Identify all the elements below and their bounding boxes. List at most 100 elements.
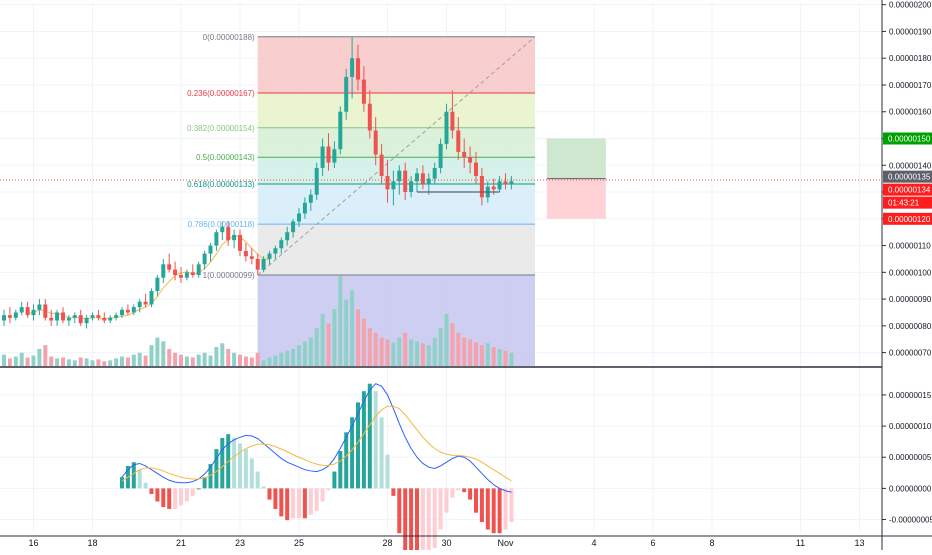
candle-body bbox=[426, 178, 431, 184]
candle-body bbox=[155, 277, 160, 292]
macd-histogram-bar bbox=[184, 488, 189, 502]
macd-histogram-bar bbox=[202, 477, 207, 489]
macd-histogram-bar bbox=[503, 488, 508, 530]
macd-histogram-bar bbox=[373, 391, 378, 489]
macd-histogram-bar bbox=[255, 471, 260, 489]
volume-bar bbox=[279, 352, 284, 366]
candle-body bbox=[308, 194, 313, 203]
candle-body bbox=[267, 253, 272, 259]
candle-body bbox=[444, 111, 449, 144]
time-axis: 16 18 21 23 25 28 30 Nov 4 6 8 11 13 bbox=[28, 538, 864, 548]
candle-body bbox=[238, 234, 242, 251]
volume-bar bbox=[291, 348, 296, 366]
time-axis-label: 6 bbox=[650, 538, 655, 548]
macd-histogram-bar bbox=[261, 486, 266, 489]
time-axis-label: 16 bbox=[28, 538, 38, 548]
macd-histogram-bar bbox=[397, 488, 402, 534]
volume-bar bbox=[367, 328, 372, 366]
fib-level-label: 0.5(0.00000143) bbox=[196, 153, 255, 162]
candle-body bbox=[114, 315, 119, 318]
volume-bar bbox=[332, 309, 337, 366]
time-axis-label: 23 bbox=[235, 538, 245, 548]
volume-bar bbox=[255, 352, 260, 366]
macd-line bbox=[121, 383, 512, 493]
candle-body bbox=[403, 170, 408, 193]
current-price-tag-bg bbox=[883, 183, 932, 196]
candle-body bbox=[149, 291, 154, 305]
volume-bar bbox=[326, 323, 331, 366]
candle-body bbox=[137, 301, 142, 308]
countdown-tag-bg bbox=[883, 196, 932, 209]
macd-histogram-bar bbox=[474, 488, 478, 513]
volume-bar bbox=[49, 356, 54, 366]
candle-body bbox=[243, 250, 248, 257]
candle-body bbox=[332, 149, 337, 163]
macd-histogram-bar bbox=[409, 488, 414, 555]
volume-bar bbox=[102, 361, 107, 366]
candle-body bbox=[379, 154, 384, 176]
candle-body bbox=[255, 258, 260, 270]
volume-bar bbox=[503, 350, 508, 366]
macd-histogram-bar bbox=[361, 391, 366, 489]
candle-body bbox=[7, 315, 12, 318]
fib-zone bbox=[257, 93, 535, 128]
volume-bar bbox=[61, 357, 65, 366]
position-profit-zone bbox=[546, 138, 606, 179]
volume-bar bbox=[297, 345, 301, 366]
volume-bar bbox=[432, 337, 437, 366]
candle-body bbox=[19, 307, 24, 313]
macd-histogram-bar bbox=[238, 443, 242, 489]
candle-body bbox=[66, 317, 71, 321]
fib-level-label: 0.618(0.00000133) bbox=[187, 180, 255, 189]
volume-bar bbox=[202, 352, 207, 366]
macd-histogram-bar bbox=[143, 482, 148, 489]
volume-bar bbox=[161, 341, 166, 366]
candle-body bbox=[96, 315, 101, 318]
volume-bar bbox=[220, 343, 225, 366]
candle-body bbox=[261, 258, 266, 270]
candle-body bbox=[491, 186, 496, 190]
stop-tag-bg bbox=[883, 212, 932, 225]
candle-body bbox=[196, 264, 201, 275]
price-axis-bg bbox=[882, 0, 932, 550]
volume-bar bbox=[438, 328, 443, 366]
macd-histogram-bar bbox=[297, 488, 301, 519]
candle-body bbox=[468, 157, 473, 163]
candle-body bbox=[167, 264, 172, 270]
candle-body bbox=[220, 226, 225, 233]
candle-body bbox=[391, 181, 396, 190]
price-tick-label: 0.00000140 bbox=[889, 161, 932, 170]
volume-bar bbox=[450, 323, 455, 366]
time-axis-label: 13 bbox=[854, 538, 864, 548]
volume-bar bbox=[420, 343, 425, 366]
candle-body bbox=[55, 312, 60, 321]
volume-bar bbox=[238, 354, 242, 366]
volume-bars bbox=[2, 276, 514, 366]
candle-body bbox=[143, 301, 148, 305]
fib-level-label: 0(0.00000188) bbox=[203, 33, 255, 42]
volume-bar bbox=[96, 359, 101, 366]
volume-bar bbox=[385, 339, 390, 366]
macd-histogram-bar bbox=[350, 417, 355, 489]
candle-body bbox=[90, 315, 95, 318]
volume-bar bbox=[497, 348, 502, 366]
time-axis-label: 8 bbox=[709, 538, 714, 548]
macd-histogram-bar bbox=[326, 488, 331, 491]
macd-histogram-bar bbox=[149, 488, 154, 494]
candle-body bbox=[373, 130, 378, 155]
time-axis-label: 18 bbox=[87, 538, 97, 548]
candle-body bbox=[320, 146, 325, 168]
candle-body bbox=[37, 304, 42, 310]
volume-bar bbox=[379, 337, 384, 366]
candle-body bbox=[131, 307, 136, 313]
fib-level-label: 0.382(0.00000154) bbox=[187, 124, 255, 133]
price-tick-label: 0.00000200 bbox=[889, 1, 932, 10]
price-tick-label: 0.00000190 bbox=[889, 27, 932, 36]
macd-histogram-bar bbox=[485, 488, 490, 530]
macd-histogram-bar bbox=[167, 488, 172, 509]
macd-histogram-bar bbox=[291, 488, 296, 519]
volume-bar bbox=[37, 348, 42, 366]
position-loss-zone bbox=[546, 178, 606, 219]
macd-histogram-bar bbox=[320, 488, 325, 502]
